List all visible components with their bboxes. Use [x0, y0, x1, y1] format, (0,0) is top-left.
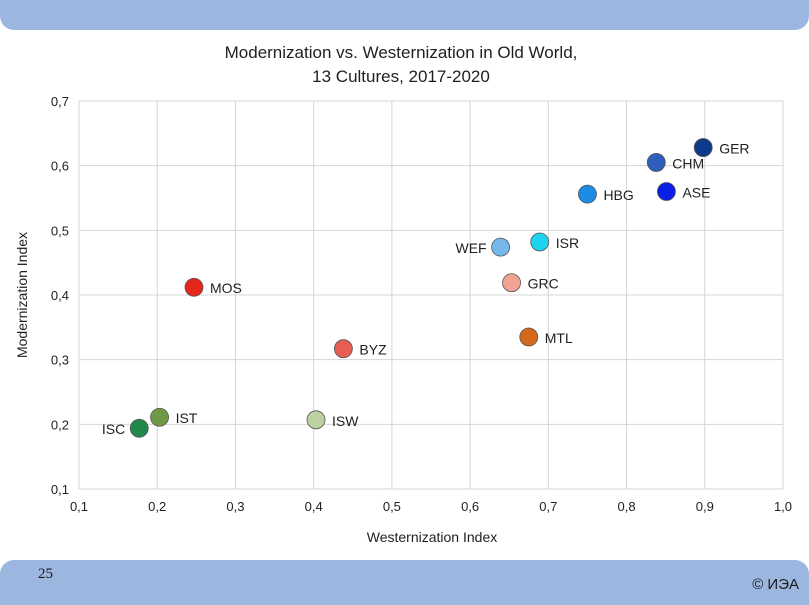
x-tick-label: 1,0	[774, 499, 792, 514]
chart-title-line-2: 13 Cultures, 2017-2020	[312, 67, 490, 86]
top-banner	[0, 0, 809, 30]
data-label-wef: WEF	[456, 240, 487, 256]
scatter-chart: Modernization vs. Westernization in Old …	[14, 43, 792, 545]
data-point-byz	[333, 339, 353, 359]
x-tick-label: 0,6	[461, 499, 479, 514]
x-tick-label: 0,4	[305, 499, 323, 514]
y-tick-label: 0,4	[51, 288, 69, 303]
chart-grid	[78, 100, 784, 490]
data-points: GER CHM ASE HBG ISR WEF GRC MTL MOS BYZ ISW IST ISC	[102, 138, 750, 438]
data-label-hbg: HBG	[603, 187, 633, 203]
slide-number: 25	[38, 566, 53, 582]
data-label-isw: ISW	[332, 413, 359, 429]
data-point-grc	[502, 273, 521, 293]
x-axis-label: Westernization Index	[367, 529, 497, 545]
y-tick-label: 0,6	[51, 159, 69, 174]
chart-title-line-1: Modernization vs. Westernization in Old …	[225, 43, 578, 62]
data-label-ist: IST	[176, 410, 198, 426]
y-axis-label: Modernization Index	[14, 232, 30, 358]
data-point-isw	[306, 410, 326, 430]
data-label-ger: GER	[719, 141, 749, 157]
data-label-chm: CHM	[672, 155, 704, 171]
data-point-wef	[491, 237, 511, 257]
copyright-notice: © ИЭА	[752, 576, 799, 593]
data-point-isr	[530, 232, 550, 252]
x-tick-label: 0,3	[226, 499, 244, 514]
chart-title: Modernization vs. Westernization in Old …	[225, 43, 578, 86]
data-point-ist	[150, 407, 169, 427]
y-axis-ticks: 0,1 0,2 0,3 0,4 0,5 0,6 0,7	[51, 94, 69, 497]
data-point-chm	[646, 153, 666, 172]
data-point-ger	[693, 138, 713, 157]
data-point-isc	[129, 418, 149, 438]
bottom-banner	[0, 560, 809, 605]
y-tick-label: 0,5	[51, 223, 69, 238]
data-point-ase	[657, 182, 676, 201]
data-point-mtl	[519, 327, 539, 347]
data-point-hbg	[578, 184, 597, 204]
x-axis-ticks: 0,1 0,2 0,3 0,4 0,5 0,6 0,7 0,8 0,9 1,0	[70, 499, 792, 514]
data-label-isr: ISR	[556, 235, 579, 251]
y-tick-label: 0,7	[51, 94, 69, 109]
data-label-isc: ISC	[102, 421, 125, 437]
x-tick-label: 0,5	[383, 499, 401, 514]
data-label-byz: BYZ	[359, 342, 387, 358]
x-tick-label: 0,7	[539, 499, 557, 514]
data-label-mtl: MTL	[545, 330, 573, 346]
data-label-mos: MOS	[210, 280, 242, 296]
y-tick-label: 0,3	[51, 353, 69, 368]
y-tick-label: 0,2	[51, 417, 69, 432]
y-tick-label: 0,1	[51, 482, 69, 497]
x-tick-label: 0,8	[618, 499, 636, 514]
x-tick-label: 0,2	[148, 499, 166, 514]
data-point-mos	[184, 277, 204, 297]
x-tick-label: 0,9	[696, 499, 714, 514]
x-tick-label: 0,1	[70, 499, 88, 514]
data-label-ase: ASE	[682, 185, 710, 201]
data-label-grc: GRC	[528, 276, 559, 292]
